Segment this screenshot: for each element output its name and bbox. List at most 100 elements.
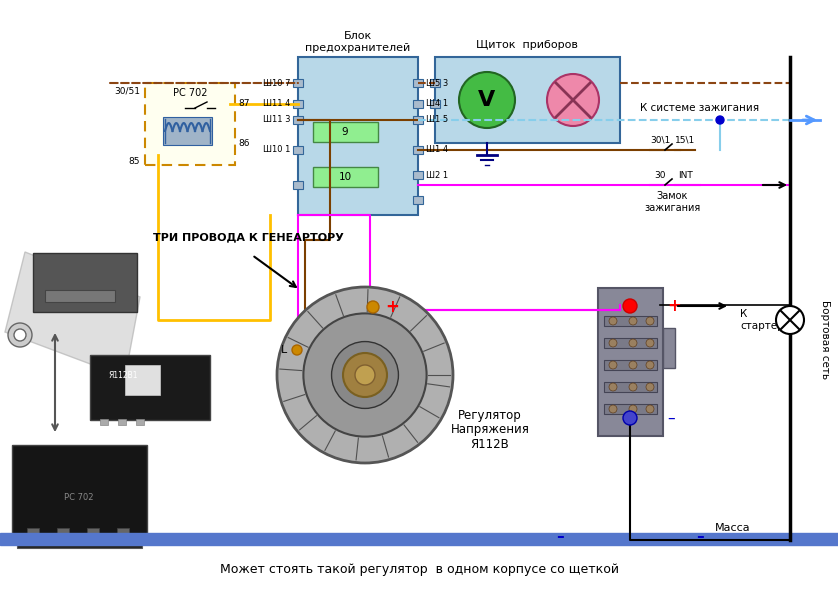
Circle shape [629, 361, 637, 369]
Circle shape [609, 405, 617, 413]
Text: Ш5 3: Ш5 3 [426, 78, 448, 88]
Circle shape [646, 339, 654, 347]
Circle shape [303, 313, 427, 436]
FancyBboxPatch shape [604, 338, 657, 348]
Circle shape [716, 116, 724, 124]
Text: Щиток  приборов: Щиток приборов [476, 40, 578, 50]
Polygon shape [5, 252, 140, 377]
Circle shape [547, 74, 599, 126]
Text: –: – [696, 530, 704, 544]
FancyBboxPatch shape [663, 328, 675, 368]
Circle shape [609, 339, 617, 347]
Circle shape [343, 353, 387, 397]
Circle shape [623, 411, 637, 425]
Circle shape [459, 72, 515, 128]
FancyBboxPatch shape [293, 146, 303, 154]
FancyBboxPatch shape [604, 382, 657, 392]
Circle shape [332, 341, 398, 408]
Text: Масса: Масса [715, 523, 751, 533]
FancyBboxPatch shape [136, 419, 144, 425]
Bar [0, 533, 838, 545]
Text: Ш2 1: Ш2 1 [426, 171, 448, 180]
FancyBboxPatch shape [125, 365, 160, 395]
Text: 30\1: 30\1 [650, 136, 670, 144]
FancyBboxPatch shape [100, 419, 108, 425]
FancyBboxPatch shape [45, 290, 115, 302]
Circle shape [609, 361, 617, 369]
Text: Я112В1: Я112В1 [108, 371, 137, 380]
Text: 10: 10 [339, 172, 352, 182]
Circle shape [14, 329, 26, 341]
FancyBboxPatch shape [90, 355, 210, 420]
FancyBboxPatch shape [293, 116, 303, 124]
Text: Ш1 5: Ш1 5 [426, 115, 448, 125]
FancyBboxPatch shape [293, 100, 303, 108]
Circle shape [646, 383, 654, 391]
Circle shape [277, 287, 453, 463]
Text: 15\1: 15\1 [675, 136, 696, 144]
FancyBboxPatch shape [12, 445, 147, 540]
Text: Блок
предохранителей: Блок предохранителей [305, 31, 411, 53]
Text: 9: 9 [342, 127, 349, 137]
FancyBboxPatch shape [604, 404, 657, 414]
Text: INT: INT [678, 171, 692, 180]
FancyBboxPatch shape [413, 100, 423, 108]
FancyBboxPatch shape [87, 528, 99, 538]
FancyBboxPatch shape [117, 528, 129, 538]
Text: Бортовая сеть: Бортовая сеть [820, 300, 830, 380]
Text: +: + [385, 298, 399, 316]
FancyBboxPatch shape [413, 79, 423, 87]
Text: К системе зажигания: К системе зажигания [640, 103, 759, 113]
Text: 30/51: 30/51 [114, 87, 140, 96]
Text: РС 702: РС 702 [65, 493, 94, 501]
FancyBboxPatch shape [430, 100, 440, 108]
FancyBboxPatch shape [604, 360, 657, 370]
Text: Может стоять такой регулятор  в одном корпусе со щеткой: Может стоять такой регулятор в одном кор… [220, 564, 618, 577]
FancyBboxPatch shape [145, 83, 235, 165]
FancyBboxPatch shape [413, 196, 423, 204]
FancyBboxPatch shape [313, 122, 378, 142]
FancyBboxPatch shape [598, 288, 663, 436]
Circle shape [629, 405, 637, 413]
Circle shape [629, 339, 637, 347]
Circle shape [623, 299, 637, 313]
Text: Регулятор
Напряжения
Я112В: Регулятор Напряжения Я112В [451, 408, 530, 451]
Text: Ш10 1: Ш10 1 [262, 146, 290, 155]
Circle shape [609, 383, 617, 391]
Text: Ш4 1: Ш4 1 [426, 100, 448, 109]
Circle shape [629, 317, 637, 325]
Text: Ш10 7: Ш10 7 [262, 78, 290, 88]
FancyBboxPatch shape [163, 117, 212, 145]
Text: V: V [478, 90, 495, 110]
FancyBboxPatch shape [298, 57, 418, 215]
FancyBboxPatch shape [27, 528, 39, 538]
FancyBboxPatch shape [293, 79, 303, 87]
FancyBboxPatch shape [33, 253, 137, 312]
Text: Ш1 4: Ш1 4 [426, 146, 448, 155]
Text: Замок
зажигания: Замок зажигания [644, 191, 700, 213]
Circle shape [8, 323, 32, 347]
Text: 30: 30 [654, 171, 665, 180]
FancyBboxPatch shape [293, 181, 303, 189]
Text: –: – [667, 411, 675, 426]
Circle shape [367, 301, 379, 313]
Circle shape [292, 345, 302, 355]
Circle shape [609, 317, 617, 325]
FancyBboxPatch shape [57, 528, 69, 538]
Text: +: + [667, 297, 680, 315]
FancyBboxPatch shape [118, 419, 126, 425]
Circle shape [776, 306, 804, 334]
Text: К
стартеру: К стартеру [740, 309, 790, 331]
Text: Ш11 4: Ш11 4 [262, 100, 290, 109]
Circle shape [646, 361, 654, 369]
Text: РС 702: РС 702 [173, 88, 207, 98]
Text: L: L [281, 345, 287, 355]
Circle shape [629, 383, 637, 391]
Text: Ш11 3: Ш11 3 [262, 115, 290, 125]
FancyBboxPatch shape [435, 57, 620, 143]
Text: –: – [556, 530, 564, 544]
Text: ТРИ ПРОВОДА К ГЕНЕАРТОРУ: ТРИ ПРОВОДА К ГЕНЕАРТОРУ [153, 232, 344, 242]
Text: 87: 87 [238, 99, 250, 107]
Circle shape [355, 365, 375, 385]
Circle shape [646, 405, 654, 413]
